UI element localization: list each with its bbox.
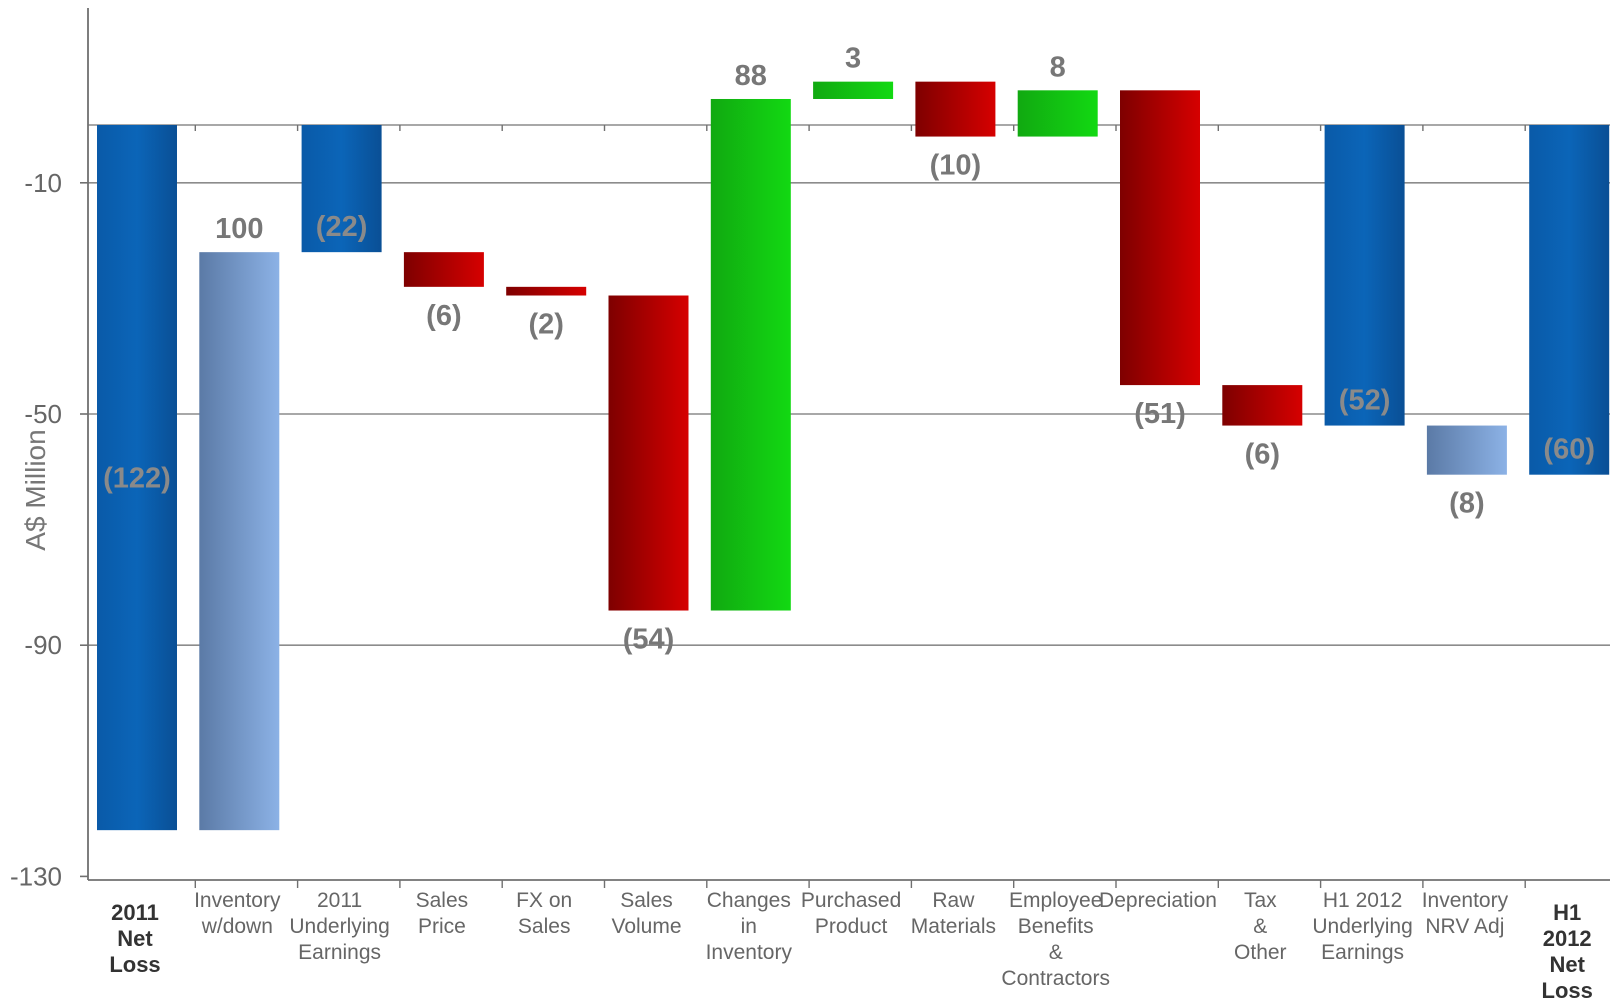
category-label: 2011 [317,889,362,912]
category-label: Raw [932,889,975,912]
data-label: (6) [426,300,461,332]
bar-adjustment [199,252,280,831]
category-label: Other [1234,941,1287,964]
y-tick-label: -90 [24,630,62,660]
data-label: (52) [1339,385,1391,417]
category-label: Earnings [298,941,381,964]
data-label: 88 [735,60,767,92]
category-label: Benefits [1018,915,1094,938]
data-label: 100 [215,213,263,245]
bar-decrease [403,252,484,287]
category-labels: 2011NetLossInventoryw/down2011Underlying… [109,889,1593,1002]
bar-total [1529,125,1610,475]
data-label: 3 [845,43,861,75]
category-label: H1 2012 [1323,889,1402,912]
data-label: (122) [103,463,171,495]
category-label: Contractors [1001,967,1110,990]
data-label: (10) [930,150,982,182]
y-tick-label: -50 [24,399,62,429]
data-label: (2) [528,309,563,341]
category-label: Employee [1009,889,1102,912]
data-label: (8) [1449,488,1484,520]
category-label: Earnings [1321,941,1404,964]
bar-total [1324,125,1405,426]
bar-increase [710,98,791,611]
data-label: 8 [1050,51,1066,83]
bar-decrease [1120,90,1200,386]
category-label: Loss [109,952,160,977]
category-label: Underlying [289,915,389,938]
bars [97,81,1610,831]
data-labels: (122) 100 (22) (6) (2) (54) 88 3 (10) 8 (51) (6) (52… [103,43,1595,656]
category-label: Loss [1542,978,1593,1002]
data-label: (22) [316,211,368,243]
bar-total [97,125,177,831]
category-label: 2012 [1543,926,1592,951]
bar-increase [813,81,894,99]
bar-decrease [506,286,587,296]
category-label: Sales [620,889,673,912]
category-label: Changes [707,889,791,912]
category-label: Sales [518,915,571,938]
category-label: H1 [1553,900,1581,925]
category-label: Volume [611,915,681,938]
category-label: Materials [911,915,996,938]
category-label: & [1253,915,1267,938]
category-label: & [1049,941,1063,964]
data-label: (60) [1543,434,1595,466]
bar-adjustment [1426,425,1507,475]
data-label: (6) [1245,439,1280,471]
category-label: Inventory [706,941,793,964]
bar-decrease [608,295,689,611]
y-tick-label: -130 [10,861,62,891]
category-label: 2011 [111,900,159,925]
y-tick-label: -10 [24,168,62,198]
category-label: in [741,915,757,938]
category-label: Depreciation [1099,889,1217,912]
category-label: Product [815,915,888,938]
category-label: Purchased [801,889,901,912]
category-label: Inventory [1422,889,1509,912]
category-label: NRV Adj [1425,915,1504,938]
bar-total [301,125,382,253]
category-label: Net [117,926,153,951]
bar-decrease [915,81,996,137]
y-axis-title: A$ Million [20,429,51,550]
y-axis: -10 -50 -90 -130 [10,8,1610,891]
category-label: Sales [416,889,469,912]
category-label: Price [418,915,466,938]
category-label: Tax [1244,889,1277,912]
category-label: w/down [201,915,273,938]
category-label: FX on [516,889,572,912]
data-label: (51) [1134,398,1186,430]
data-label: (54) [623,624,675,656]
category-label: Inventory [194,889,281,912]
category-label: Underlying [1312,915,1412,938]
bar-decrease [1222,385,1303,426]
bar-increase [1017,90,1098,137]
category-label: Net [1549,952,1585,977]
